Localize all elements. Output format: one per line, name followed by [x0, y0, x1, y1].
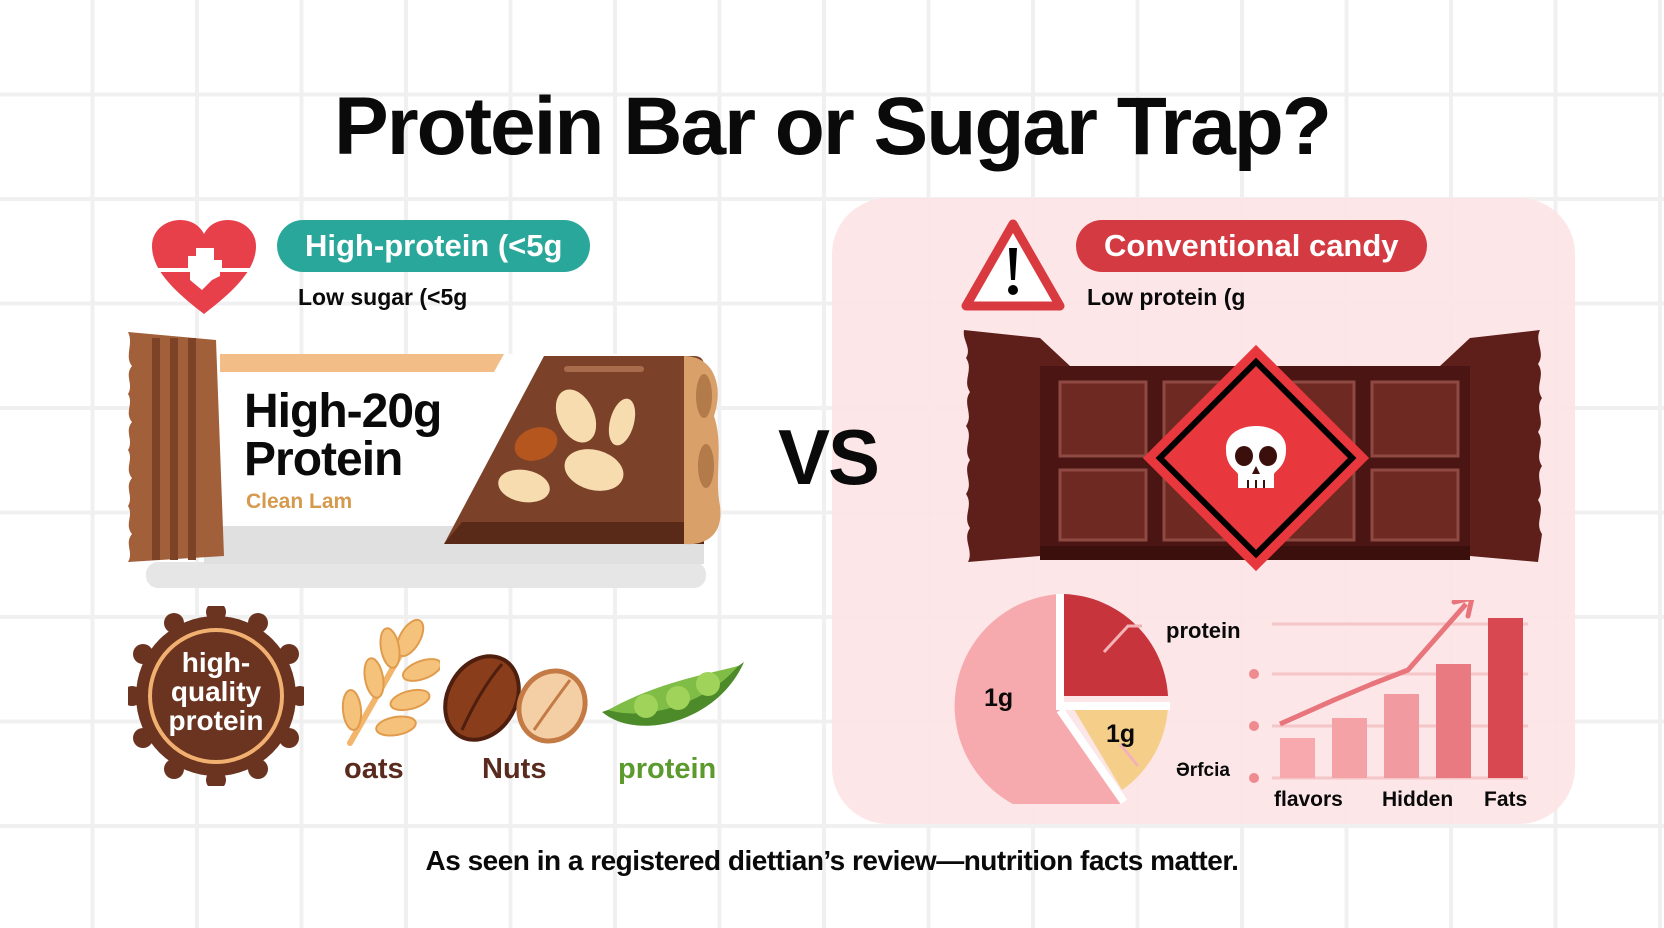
- page-title: Protein Bar or Sugar Trap?: [334, 81, 1332, 172]
- high-protein-pill: High-protein (<5g: [277, 220, 591, 272]
- sugar-bar-chart: [1249, 600, 1528, 783]
- quality-seal-icon: [128, 606, 304, 786]
- seal-line1: high-: [181, 647, 251, 678]
- bar-headline: High-20g Protein: [244, 385, 442, 486]
- bar-label-flavors: flavors: [1274, 788, 1343, 811]
- oat-icon: [341, 618, 440, 746]
- vs-label: VS: [778, 413, 880, 501]
- pea-pod-icon: [602, 662, 744, 726]
- pie-label-yellow: 1g: [1106, 720, 1136, 748]
- protein-bar-illustration: [128, 332, 721, 588]
- quality-seal-text: high- quality protein: [146, 648, 286, 735]
- footer-caption: As seen in a registered diettian’s revie…: [425, 845, 1239, 876]
- low-sugar-subtitle: Low sugar (<5g: [298, 284, 468, 310]
- ingredient-protein-label: protein: [618, 753, 717, 785]
- warning-triangle-icon: [961, 219, 1065, 311]
- seal-line2: quality: [170, 676, 262, 707]
- conventional-candy-pill: Conventional candy: [1076, 220, 1427, 272]
- nutrition-pie-chart: [954, 594, 1170, 804]
- candy-bar-illustration: [963, 330, 1542, 572]
- pie-label-artificial: Ərfcia: [1176, 760, 1230, 781]
- seal-line3: protein: [168, 705, 264, 736]
- bar-label-fats: Fats: [1484, 788, 1528, 811]
- nuts-icon: [443, 654, 588, 744]
- bar-headline-line1: High-20g: [244, 385, 442, 438]
- ingredient-nuts-label: Nuts: [482, 753, 547, 785]
- ingredient-oats-label: oats: [344, 753, 404, 785]
- pie-label-protein: protein: [1166, 618, 1241, 643]
- low-protein-subtitle: Low protein (g: [1087, 284, 1246, 310]
- bar-label-hidden: Hidden: [1382, 788, 1454, 811]
- pie-label-large: 1g: [984, 684, 1014, 712]
- bar-tagline: Clean Lam: [246, 490, 353, 513]
- heart-plus-icon: [152, 220, 256, 314]
- bar-headline-line2: Protein: [244, 433, 403, 486]
